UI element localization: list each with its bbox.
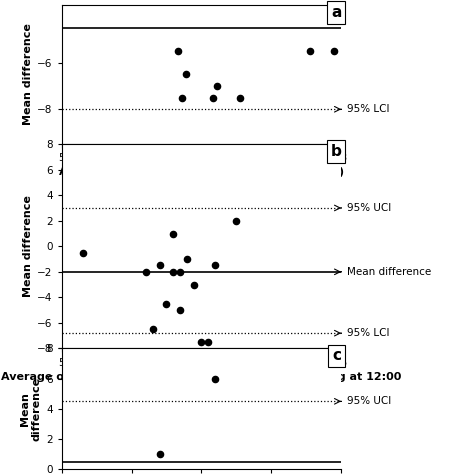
Point [233,217,240,225]
Text: 95% UCI: 95% UCI [347,396,391,406]
Point [191,281,198,288]
Point [177,306,184,314]
Point [174,47,182,55]
Point [213,82,221,90]
Point [237,94,244,101]
Point [163,300,170,308]
Y-axis label: Mean
difference: Mean difference [20,377,42,441]
Y-axis label: Mean difference: Mean difference [23,24,33,125]
Point [177,268,184,275]
Point [170,268,177,275]
Text: a: a [331,5,341,20]
Point [306,47,314,55]
Point [149,326,156,333]
Point [211,375,219,383]
Point [178,94,186,101]
Point [170,230,177,237]
Point [210,94,217,101]
X-axis label: Average of sitting IOPs (Perkings & Rebound)
in mmHg at 06:00–09:00: Average of sitting IOPs (Perkings & Rebo… [59,167,344,189]
Text: 95% LCI: 95% LCI [347,328,389,338]
Point [198,338,205,346]
Text: 95% UCI: 95% UCI [347,203,391,213]
Point [205,338,212,346]
Text: c: c [332,348,341,364]
Point [142,268,149,275]
Point [182,71,190,78]
Text: 95% LCI: 95% LCI [347,104,389,114]
Point [183,255,191,263]
Y-axis label: Mean difference: Mean difference [23,195,33,297]
Point [155,262,163,269]
Point [211,262,219,269]
Text: b: b [330,144,341,159]
Point [330,47,337,55]
Text: Mean difference: Mean difference [347,267,431,277]
X-axis label: Average of sitting IOPs (Perkings & Rebound) in mmHg at 12:00: Average of sitting IOPs (Perkings & Rebo… [1,372,401,382]
Point [79,249,86,256]
Point [155,450,163,458]
